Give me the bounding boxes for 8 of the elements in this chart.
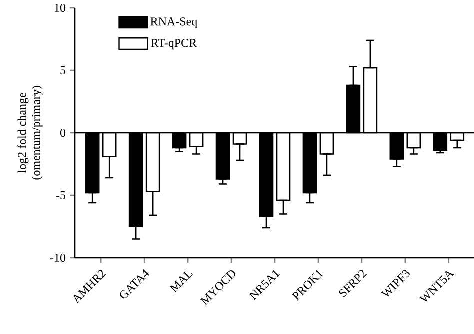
y-tick-label: -10 [50, 254, 66, 262]
y-tick-label: 10 [55, 4, 66, 12]
y-tick-label: 5 [60, 66, 66, 74]
y-tick-label: 0 [60, 128, 66, 138]
y-axis-title: log2 fold change (omentum/primary) [18, 86, 43, 180]
legend-label: RT-qPCR [151, 39, 198, 50]
y-tick-label: -5 [56, 192, 66, 200]
legend-label: RNA-Seq [150, 18, 198, 28]
